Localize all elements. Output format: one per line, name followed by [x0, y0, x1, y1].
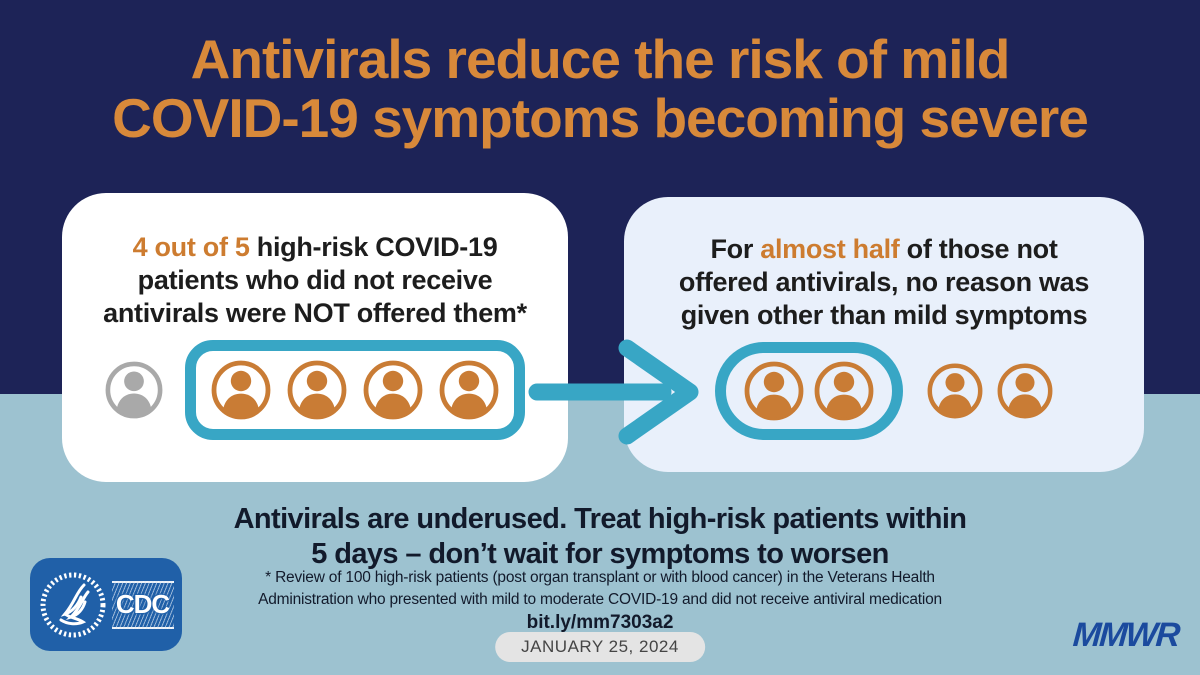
person-icon: [105, 361, 163, 419]
right-arrow-icon: [528, 339, 699, 445]
card-right-line-1-pre: For: [710, 234, 761, 264]
cdc-logo-label: CDC: [115, 589, 170, 619]
mmwr-wordmark: MMWR: [1071, 616, 1180, 654]
person-icon: [211, 360, 271, 420]
card-left-line-3: antivirals were NOT offered them*: [103, 297, 527, 328]
card-left-line-2: patients who did not receive: [137, 264, 493, 295]
card-no-reason: For almost half of those not offered ant…: [624, 197, 1144, 472]
person-icon: [287, 360, 347, 420]
card-left-line-1: 4 out of 5 high-risk COVID-19: [62, 231, 568, 264]
card-right-line-3: given other than mild symptoms: [680, 299, 1088, 330]
person-icon: [997, 363, 1053, 419]
card-left-icon-row: [62, 339, 568, 440]
headline-line-2: 5 days – don’t wait for symptoms to wors…: [311, 538, 889, 571]
page-title: Antivirals reduce the risk of mild COVID…: [0, 30, 1200, 148]
received-patient-icons: [105, 361, 163, 419]
person-icon: [439, 360, 499, 420]
study-footnote: * Review of 100 high-risk patients (post…: [0, 567, 1200, 610]
card-right-highlight: almost half: [760, 234, 900, 264]
card-not-offered: 4 out of 5 high-risk COVID-19 patients w…: [62, 193, 568, 482]
person-icon: [744, 361, 804, 421]
no-reason-group-pill: [715, 341, 903, 440]
person-icon: [927, 363, 983, 419]
person-icon: [814, 361, 874, 421]
card-left-text: 4 out of 5 high-risk COVID-19 patients w…: [62, 231, 568, 330]
card-right-line-1-rest: of those not: [899, 234, 1058, 264]
card-left-line-1-rest: high-risk COVID-19: [249, 232, 498, 262]
cdc-logo: CDC: [111, 580, 174, 629]
footnote-line-1: * Review of 100 high-risk patients (post…: [265, 569, 935, 586]
person-icon: [363, 360, 423, 420]
hhs-cdc-logo: CDC: [30, 558, 182, 651]
title-line-2: COVID-19 symptoms becoming severe: [112, 86, 1089, 149]
card-right-line-2: offered antivirals, no reason was: [678, 266, 1090, 297]
title-line-1: Antivirals reduce the risk of mild: [190, 28, 1011, 90]
other-reason-icons: [927, 363, 1053, 419]
bitly-link: bit.ly/mm7303a2: [526, 612, 674, 633]
card-right-icon-row: [624, 341, 1144, 440]
headline-line-1: Antivirals are underused. Treat high-ris…: [233, 503, 967, 535]
not-offered-group-box: [185, 339, 525, 440]
card-right-line-1: For almost half of those not: [624, 233, 1144, 266]
footnote-line-2: Administration who presented with mild t…: [258, 590, 942, 608]
card-left-highlight: 4 out of 5: [132, 232, 250, 262]
call-to-action-headline: Antivirals are underused. Treat high-ris…: [0, 502, 1200, 572]
card-right-text: For almost half of those not offered ant…: [624, 233, 1144, 332]
date-badge: JANUARY 25, 2024: [495, 632, 705, 662]
hhs-eagle-icon: [40, 572, 105, 637]
